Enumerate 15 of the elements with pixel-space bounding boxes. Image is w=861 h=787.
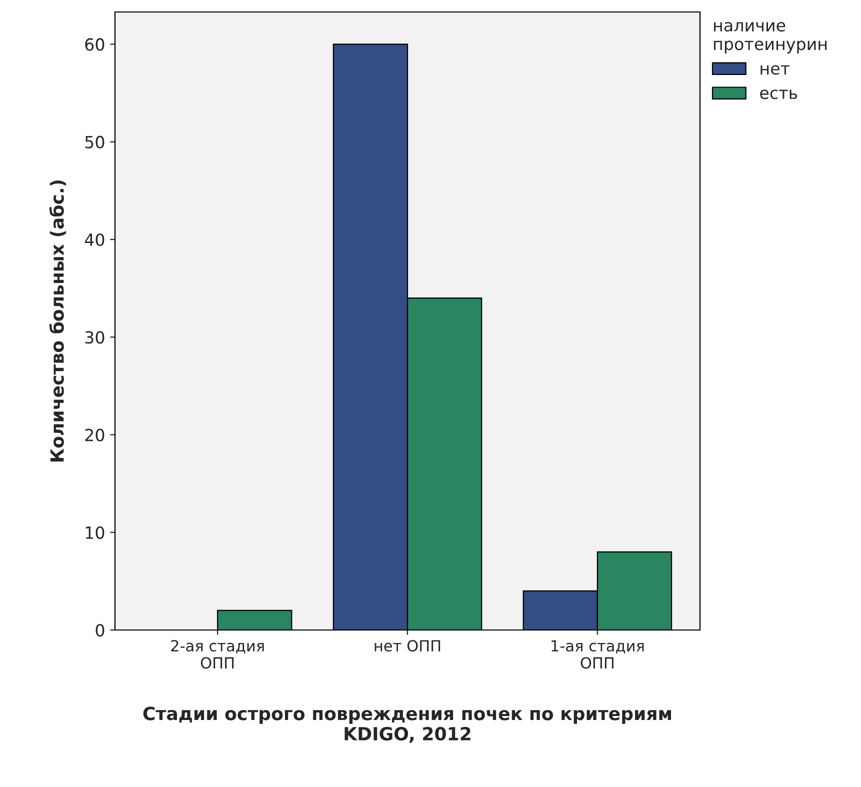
y-axis-title: Количество больных (абс.) — [49, 180, 66, 462]
x-tick-label: нет ОПП — [374, 640, 440, 652]
legend-title: наличие протеинурин — [714, 22, 827, 54]
x-tick-label: 1-ая стадия ОПП — [552, 640, 644, 669]
x-axis-title: Стадии острого повреждения почек по критериям KDIGO, 2012 — [143, 706, 672, 743]
y-tick-label: 10 — [86, 526, 104, 539]
x-tick-label: 2-ая стадия ОПП — [171, 640, 264, 669]
y-tick-label: 50 — [85, 136, 104, 148]
y-tick-label: 0 — [96, 624, 104, 637]
legend-label: есть — [760, 90, 798, 100]
y-tick-label: 60 — [85, 38, 104, 51]
y-tick-label: 40 — [84, 233, 104, 246]
y-tick-label: 20 — [85, 428, 104, 442]
legend-label: нет — [760, 65, 790, 75]
y-tick-label: 30 — [85, 331, 104, 344]
